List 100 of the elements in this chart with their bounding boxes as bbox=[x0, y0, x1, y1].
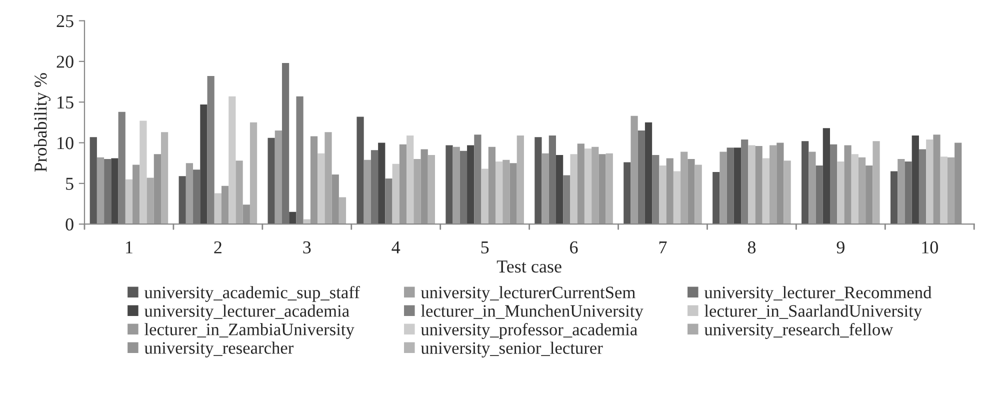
bar bbox=[606, 153, 613, 224]
x-axis-title: Test case bbox=[496, 260, 562, 273]
bar bbox=[481, 168, 488, 224]
bar bbox=[268, 138, 275, 224]
bar bbox=[242, 204, 250, 224]
bar bbox=[904, 161, 912, 224]
bar bbox=[200, 104, 208, 224]
bar bbox=[802, 141, 809, 224]
bar bbox=[851, 154, 858, 224]
bar bbox=[666, 158, 674, 224]
bar bbox=[282, 63, 290, 224]
bar bbox=[638, 130, 645, 224]
bar bbox=[808, 152, 816, 224]
bar bbox=[720, 152, 727, 224]
bar bbox=[570, 154, 578, 224]
bar bbox=[338, 197, 346, 224]
bar bbox=[125, 179, 133, 224]
x-tick-label: 1 bbox=[126, 241, 132, 254]
x-tick-label: 3 bbox=[303, 241, 311, 254]
bar bbox=[548, 135, 556, 224]
bar bbox=[872, 141, 880, 224]
bar bbox=[488, 146, 496, 224]
legend-label: university_professor_academia bbox=[420, 323, 638, 339]
bar bbox=[584, 148, 592, 224]
bar bbox=[364, 160, 371, 224]
y-tick-label: 0 bbox=[66, 218, 74, 231]
bar bbox=[502, 160, 510, 224]
bar bbox=[428, 154, 436, 224]
legend-label: university_researcher bbox=[144, 342, 294, 358]
bar bbox=[694, 164, 702, 224]
bar bbox=[947, 157, 955, 224]
y-tick-label: 15 bbox=[58, 96, 74, 109]
bar bbox=[420, 149, 428, 224]
bar bbox=[776, 142, 784, 224]
legend-label: university_academic_sup_staff bbox=[144, 286, 360, 302]
bar bbox=[954, 142, 962, 224]
bar bbox=[146, 178, 154, 224]
bar bbox=[734, 148, 742, 224]
bar bbox=[406, 135, 414, 224]
bar bbox=[688, 159, 695, 224]
bar bbox=[310, 136, 318, 224]
bar bbox=[726, 148, 734, 224]
bar bbox=[755, 146, 762, 224]
bar bbox=[414, 159, 421, 224]
bar bbox=[712, 172, 720, 224]
legend-label: university_lecturer_Recommend bbox=[704, 286, 932, 302]
bar bbox=[228, 96, 236, 224]
x-tick-label: 9 bbox=[836, 241, 844, 254]
bar bbox=[816, 166, 823, 224]
bar bbox=[844, 145, 852, 224]
bar bbox=[926, 140, 934, 224]
bar bbox=[940, 156, 948, 224]
y-tick-label: 25 bbox=[56, 15, 74, 28]
bar bbox=[214, 193, 222, 224]
bar bbox=[193, 170, 200, 224]
bar bbox=[154, 154, 161, 224]
bar bbox=[866, 166, 873, 224]
bar bbox=[516, 135, 524, 224]
bar bbox=[161, 132, 168, 224]
bar bbox=[399, 144, 407, 224]
bar bbox=[303, 219, 310, 224]
bar bbox=[748, 145, 756, 224]
legend-label: university_research_fellow bbox=[704, 323, 894, 339]
bar bbox=[111, 158, 118, 224]
bar bbox=[912, 135, 919, 224]
legend-label: lecturer_in_SaarlandUniversity bbox=[704, 304, 922, 320]
bar bbox=[104, 159, 112, 224]
bar bbox=[556, 154, 564, 224]
bar bbox=[762, 158, 770, 224]
bar bbox=[592, 146, 599, 224]
bar bbox=[90, 137, 97, 224]
bar bbox=[460, 150, 468, 224]
bar bbox=[542, 153, 549, 224]
legend-label: university_lecturer_academia bbox=[144, 304, 350, 320]
bar bbox=[132, 164, 140, 224]
bar bbox=[452, 146, 460, 224]
bar bbox=[467, 145, 474, 224]
x-tick-label: 10 bbox=[922, 241, 938, 254]
bar bbox=[890, 171, 898, 224]
x-tick-label: 4 bbox=[392, 241, 400, 254]
bar bbox=[858, 157, 866, 224]
bar bbox=[837, 161, 844, 224]
x-tick-label: 7 bbox=[659, 241, 667, 254]
bar bbox=[378, 142, 386, 224]
bar bbox=[659, 166, 666, 224]
bar bbox=[96, 157, 104, 224]
x-tick-label: 5 bbox=[481, 241, 489, 254]
bar bbox=[598, 154, 606, 224]
bar bbox=[356, 116, 364, 224]
bar bbox=[770, 145, 777, 224]
legend-label: lecturer_in_ZambiaUniversity bbox=[144, 323, 354, 339]
legend-label: university_lecturerCurrentSem bbox=[420, 286, 636, 302]
bar bbox=[446, 145, 453, 224]
bar bbox=[680, 152, 688, 224]
bar bbox=[496, 161, 503, 224]
x-tick-label: 2 bbox=[214, 241, 222, 254]
bar bbox=[332, 174, 339, 224]
bar bbox=[644, 122, 652, 224]
bar bbox=[822, 128, 830, 224]
bar bbox=[898, 159, 905, 224]
